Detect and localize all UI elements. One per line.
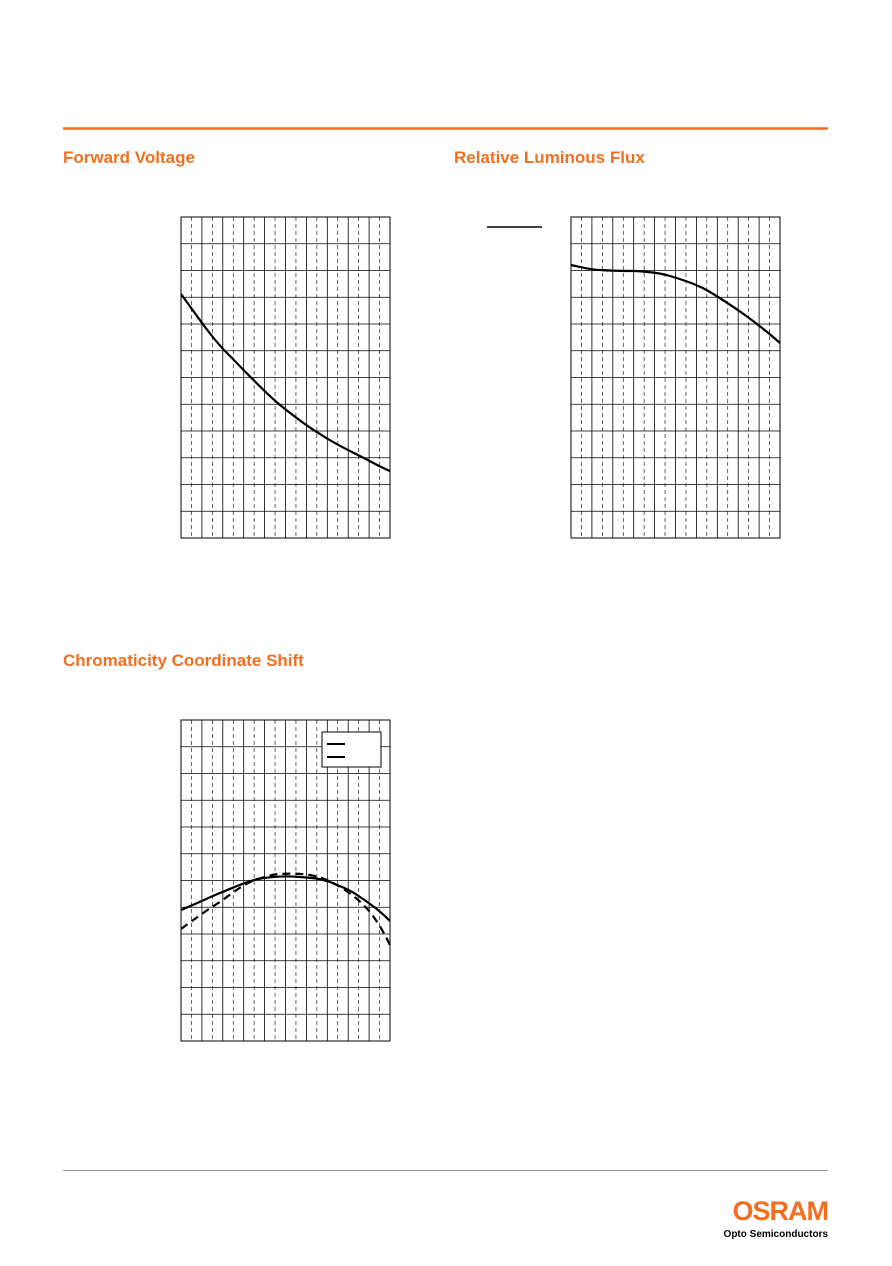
curve xyxy=(570,263,781,344)
plot-frame xyxy=(180,719,391,1042)
tagline: Opto Semiconductors xyxy=(724,1229,829,1240)
curve xyxy=(180,293,391,473)
plot-area xyxy=(570,216,781,539)
curve-dashed xyxy=(180,872,391,946)
legend-box xyxy=(321,731,382,768)
curve xyxy=(180,875,391,922)
chart-title: Chromaticity Coordinate Shift xyxy=(63,651,304,670)
chart-title: Forward Voltage xyxy=(63,148,195,167)
plot-frame xyxy=(570,216,781,539)
logo: OSRAM xyxy=(733,1196,829,1226)
chart-title: Relative Luminous Flux xyxy=(454,148,645,167)
plot-area xyxy=(180,216,391,539)
plot-frame xyxy=(180,216,391,539)
plot-area xyxy=(180,719,391,1042)
